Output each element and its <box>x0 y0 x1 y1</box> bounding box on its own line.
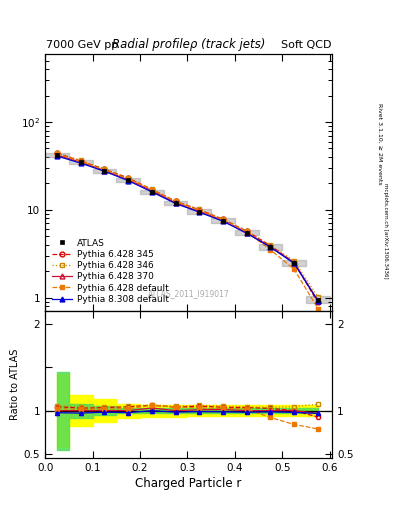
Pythia 6.428 345 <box>244 228 249 234</box>
Pythia 8.308 default <box>292 260 296 266</box>
ATLAS <box>55 152 59 158</box>
Pythia 6.428 default <box>292 266 296 272</box>
ATLAS <box>173 200 178 206</box>
Pythia 6.428 default <box>197 207 202 214</box>
Pythia 6.428 346 <box>197 206 202 212</box>
Pythia 8.308 default <box>102 168 107 174</box>
ATLAS <box>78 159 83 165</box>
Pythia 6.428 345 <box>55 150 59 156</box>
Pythia 6.428 346 <box>292 258 296 264</box>
Pythia 6.428 370 <box>126 177 130 183</box>
Pythia 6.428 346 <box>220 216 225 222</box>
Line: Pythia 6.428 346: Pythia 6.428 346 <box>55 151 320 299</box>
Pythia 8.308 default <box>173 200 178 206</box>
Pythia 6.428 370 <box>197 208 202 215</box>
Pythia 6.428 346 <box>55 150 59 156</box>
ATLAS <box>268 244 273 250</box>
Line: ATLAS: ATLAS <box>55 153 320 302</box>
Pythia 6.428 default <box>316 306 320 312</box>
Pythia 6.428 346 <box>244 228 249 234</box>
Pythia 8.308 default <box>55 153 59 159</box>
Pythia 6.428 345 <box>316 300 320 306</box>
Pythia 6.428 345 <box>149 186 154 193</box>
Line: Pythia 8.308 default: Pythia 8.308 default <box>55 154 320 303</box>
Y-axis label: Ratio to ATLAS: Ratio to ATLAS <box>10 349 20 420</box>
Pythia 8.308 default <box>78 160 83 166</box>
Pythia 8.308 default <box>220 218 225 224</box>
ATLAS <box>316 296 320 303</box>
Pythia 6.428 default <box>78 158 83 164</box>
Pythia 6.428 370 <box>102 167 107 174</box>
Pythia 6.428 default <box>55 151 59 157</box>
Pythia 6.428 346 <box>149 186 154 193</box>
Pythia 6.428 346 <box>102 166 107 172</box>
Pythia 6.428 370 <box>55 152 59 158</box>
Pythia 6.428 370 <box>78 159 83 165</box>
Pythia 6.428 345 <box>78 158 83 164</box>
ATLAS <box>244 229 249 236</box>
Pythia 6.428 default <box>126 176 130 182</box>
Pythia 6.428 345 <box>292 260 296 266</box>
Line: Pythia 6.428 345: Pythia 6.428 345 <box>55 151 320 305</box>
Pythia 6.428 default <box>102 167 107 173</box>
ATLAS <box>126 177 130 183</box>
Pythia 6.428 default <box>244 229 249 235</box>
Pythia 6.428 370 <box>316 297 320 304</box>
Text: Rivet 3.1.10, ≥ 2M events: Rivet 3.1.10, ≥ 2M events <box>377 102 382 184</box>
ATLAS <box>102 167 107 174</box>
Pythia 6.428 346 <box>126 175 130 181</box>
Line: Pythia 6.428 default: Pythia 6.428 default <box>55 152 320 311</box>
Pythia 6.428 346 <box>78 157 83 163</box>
ATLAS <box>292 260 296 266</box>
Pythia 6.428 370 <box>244 229 249 236</box>
Pythia 6.428 345 <box>126 175 130 181</box>
Pythia 8.308 default <box>268 244 273 250</box>
Pythia 8.308 default <box>126 178 130 184</box>
Pythia 6.428 default <box>268 247 273 253</box>
Pythia 6.428 370 <box>173 200 178 206</box>
Pythia 6.428 default <box>220 217 225 223</box>
Pythia 6.428 345 <box>102 166 107 173</box>
Pythia 6.428 346 <box>316 294 320 300</box>
Pythia 6.428 346 <box>268 242 273 248</box>
Pythia 6.428 default <box>149 186 154 193</box>
Pythia 6.428 345 <box>268 243 273 249</box>
Pythia 8.308 default <box>316 297 320 304</box>
Pythia 6.428 370 <box>220 217 225 223</box>
Pythia 8.308 default <box>197 209 202 215</box>
ATLAS <box>197 209 202 215</box>
Pythia 6.428 370 <box>268 244 273 250</box>
Pythia 6.428 345 <box>197 207 202 213</box>
Text: Soft QCD: Soft QCD <box>281 40 331 50</box>
Pythia 6.428 345 <box>220 216 225 222</box>
Pythia 6.428 346 <box>173 198 178 204</box>
ATLAS <box>220 218 225 224</box>
Legend: ATLAS, Pythia 6.428 345, Pythia 6.428 346, Pythia 6.428 370, Pythia 6.428 defaul: ATLAS, Pythia 6.428 345, Pythia 6.428 34… <box>50 236 171 307</box>
Pythia 6.428 370 <box>292 260 296 266</box>
Pythia 6.428 370 <box>149 187 154 194</box>
X-axis label: Charged Particle r: Charged Particle r <box>136 477 242 490</box>
Pythia 8.308 default <box>244 230 249 237</box>
Text: 7000 GeV pp: 7000 GeV pp <box>46 40 118 50</box>
Text: ATLAS_2011_I919017: ATLAS_2011_I919017 <box>148 289 230 297</box>
Title: Radial profileρ (track jets): Radial profileρ (track jets) <box>112 38 265 51</box>
Line: Pythia 6.428 370: Pythia 6.428 370 <box>55 153 320 303</box>
Pythia 6.428 345 <box>173 198 178 204</box>
Pythia 8.308 default <box>149 189 154 195</box>
Text: mcplots.cern.ch [arXiv:1306.3436]: mcplots.cern.ch [arXiv:1306.3436] <box>383 183 387 278</box>
Pythia 6.428 default <box>173 198 178 204</box>
ATLAS <box>149 189 154 195</box>
